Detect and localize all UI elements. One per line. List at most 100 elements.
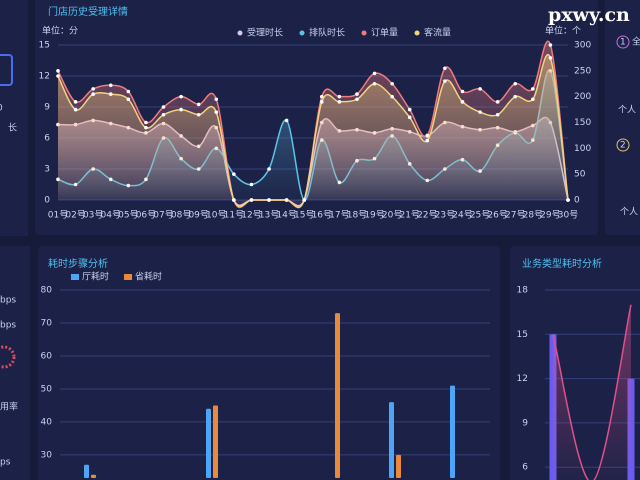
- side-text: 个人: [620, 207, 638, 218]
- y-tick-label: 9: [522, 418, 528, 428]
- point: [108, 92, 113, 96]
- side-text: 用率: [0, 401, 18, 413]
- y-tick-label: 6: [522, 463, 528, 473]
- point: [407, 107, 412, 112]
- legend-marker: [299, 30, 305, 36]
- point: [355, 92, 359, 96]
- legend-label: 客流量: [424, 27, 451, 39]
- side-text: 1: [620, 38, 626, 48]
- x-tick-label: 01号: [48, 210, 68, 221]
- icon: [0, 54, 13, 86]
- panel: [0, 246, 30, 480]
- point: [91, 92, 95, 96]
- y2-unit: 单位：个: [545, 25, 581, 37]
- point: [232, 198, 236, 202]
- point: [196, 112, 201, 117]
- point: [460, 89, 465, 94]
- bar: [91, 474, 96, 478]
- legend-marker: [414, 30, 420, 36]
- y-tick-label: 60: [41, 351, 53, 361]
- point: [390, 94, 394, 99]
- x-tick-label: 22号: [417, 210, 437, 221]
- point: [249, 182, 254, 187]
- point: [425, 133, 430, 138]
- x-tick-label: 26号: [487, 210, 507, 221]
- point: [548, 43, 553, 47]
- side-text: 0: [0, 104, 3, 114]
- point: [267, 167, 271, 171]
- point: [249, 198, 254, 202]
- y-tick-label: 6: [44, 134, 50, 144]
- point: [56, 74, 60, 78]
- x-tick-label: 30号: [558, 210, 578, 221]
- y2-tick-label: 100: [574, 144, 591, 154]
- y-unit: 单位：分: [42, 25, 78, 37]
- legend-label: 订单量: [371, 27, 398, 39]
- x-tick-label: 13号: [259, 210, 279, 221]
- y2-tick-label: 50: [574, 170, 586, 180]
- y-tick-label: 30: [41, 450, 53, 460]
- x-tick-label: 23号: [435, 210, 455, 221]
- point: [337, 94, 342, 99]
- point: [73, 100, 78, 104]
- x-tick-label: 25号: [470, 210, 490, 221]
- point: [319, 100, 324, 104]
- point: [319, 94, 324, 99]
- bar: [84, 464, 89, 478]
- point: [425, 138, 430, 143]
- x-tick-label: 02号: [65, 210, 85, 221]
- y2-tick-label: 250: [574, 66, 591, 76]
- bar: [206, 408, 211, 478]
- y-tick-label: 15: [517, 330, 528, 340]
- y-tick-label: 80: [41, 286, 53, 296]
- x-tick-label: 14号: [276, 210, 296, 221]
- x-tick-label: 03号: [83, 210, 103, 221]
- point: [73, 107, 78, 112]
- point: [161, 105, 166, 109]
- gauge: [0, 345, 16, 369]
- x-tick-label: 21号: [399, 210, 419, 221]
- point: [179, 107, 183, 112]
- y-tick-label: 9: [44, 103, 50, 113]
- point: [126, 89, 131, 94]
- chart-title: 业务类型耗时分析: [522, 257, 602, 270]
- chart-title: 门店历史受理详情: [48, 5, 128, 18]
- point: [144, 120, 148, 125]
- bar: [396, 454, 401, 478]
- legend-marker: [124, 274, 133, 280]
- point: [91, 87, 95, 91]
- point: [407, 115, 412, 120]
- x-tick-label: 28号: [523, 210, 543, 221]
- legend-marker: [71, 274, 79, 280]
- point: [443, 66, 447, 71]
- point: [267, 198, 271, 202]
- x-tick-label: 15号: [294, 210, 314, 221]
- x-tick-label: 27号: [505, 210, 525, 221]
- x-tick-label: 04号: [101, 210, 121, 221]
- side-text: 个人: [618, 105, 636, 116]
- bar: [335, 313, 340, 478]
- point: [355, 97, 359, 102]
- point: [566, 198, 570, 202]
- panel: [510, 246, 640, 480]
- y2-tick-label: 200: [574, 92, 591, 102]
- y-tick-label: 3: [44, 165, 50, 175]
- x-tick-label: 16号: [312, 210, 332, 221]
- point: [495, 112, 500, 117]
- point: [372, 71, 377, 76]
- bar: [213, 405, 218, 478]
- legend-label: 排队时长: [309, 27, 345, 39]
- x-tick-label: 11号: [224, 210, 244, 221]
- y-tick-label: 18: [517, 286, 529, 296]
- legend-label: 受理时长: [247, 27, 283, 39]
- series-line: [552, 304, 632, 480]
- chart-title: 耗时步骤分析: [48, 257, 108, 270]
- point: [531, 87, 535, 91]
- x-tick-label: 07号: [153, 210, 173, 221]
- y-tick-label: 15: [39, 41, 50, 51]
- legend-marker: [237, 30, 243, 36]
- point: [214, 110, 219, 114]
- side-text: bps: [0, 321, 16, 331]
- side-text: 2: [620, 141, 626, 151]
